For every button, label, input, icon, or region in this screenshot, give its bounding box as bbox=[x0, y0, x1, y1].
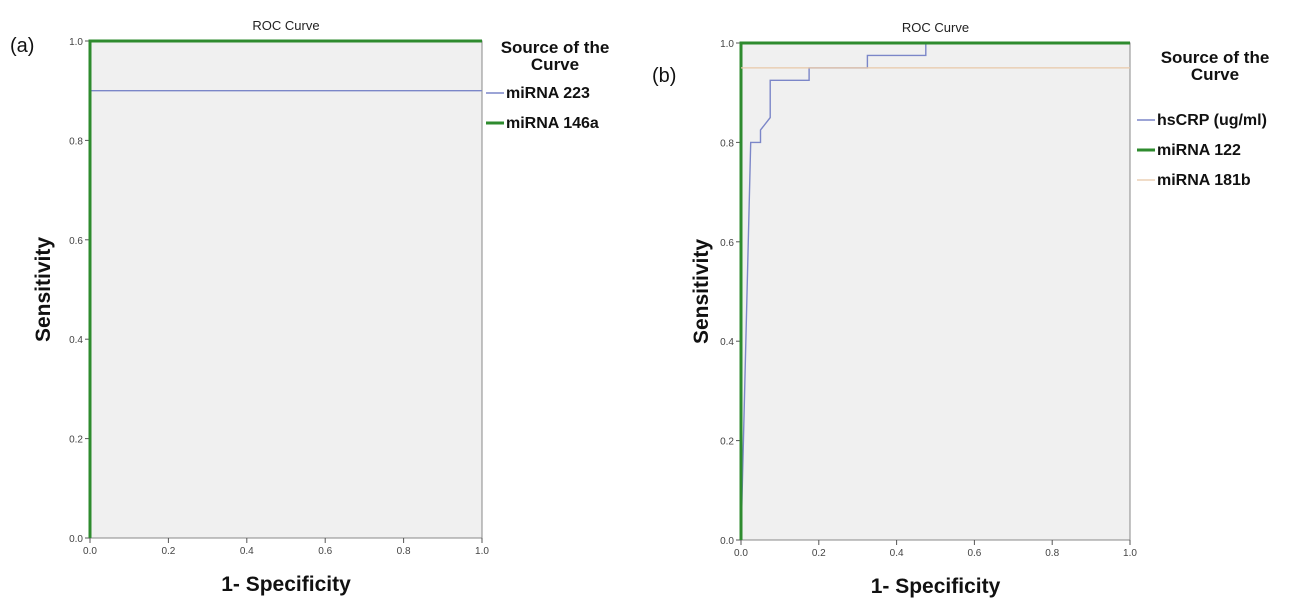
chart-panel-b: ROC Curve (b) 0.0 0.2 0.4 0.6 0.8 1.0 0.0 0.2 0.4 0… bbox=[652, 20, 1269, 598]
y-tick-label: 1.0 bbox=[69, 37, 83, 48]
legend-label: miRNA 223 bbox=[506, 85, 590, 102]
y-tick-label: 0.6 bbox=[69, 236, 83, 247]
x-tick-label: 0.2 bbox=[161, 546, 175, 557]
x-tick-label: 0.2 bbox=[812, 548, 826, 559]
y-tick-label: 0.2 bbox=[69, 435, 83, 446]
x-tick-label: 0.8 bbox=[397, 546, 411, 557]
plot-area bbox=[89, 40, 483, 539]
legend-title: Source of the Curve bbox=[1161, 48, 1270, 84]
legend-label: miRNA 122 bbox=[1157, 142, 1241, 159]
x-tick-label: 0.6 bbox=[318, 546, 332, 557]
x-tick-label: 0.4 bbox=[890, 548, 904, 559]
legend-label: hsCRP (ug/ml) bbox=[1157, 112, 1267, 129]
panel-label: (a) bbox=[10, 35, 34, 57]
y-tick-label: 0.2 bbox=[720, 437, 734, 448]
chart-title: ROC Curve bbox=[252, 18, 319, 33]
legend-title: Source of the Curve bbox=[501, 38, 610, 74]
x-tick-label: 0.0 bbox=[734, 548, 748, 559]
y-tick-label: 0.4 bbox=[69, 335, 83, 346]
legend-label: miRNA 181b bbox=[1157, 172, 1251, 189]
plot-area bbox=[740, 42, 1131, 541]
y-tick-label: 0.8 bbox=[720, 138, 734, 149]
x-tick-label: 0.6 bbox=[967, 548, 981, 559]
y-tick-label: 0.0 bbox=[69, 534, 83, 545]
series-line-hscrp-ug-ml bbox=[740, 42, 1130, 541]
x-tick-label: 0.4 bbox=[240, 546, 254, 557]
x-tick-label: 0.8 bbox=[1045, 548, 1059, 559]
y-axis-label: Sensitivity bbox=[690, 239, 713, 344]
y-tick-label: 1.0 bbox=[720, 39, 734, 50]
panel-label: (b) bbox=[652, 65, 676, 87]
y-axis-label: Sensitivity bbox=[32, 237, 55, 342]
y-tick-label: 0.8 bbox=[69, 136, 83, 147]
y-tick-label: 0.0 bbox=[720, 536, 734, 547]
series-line-mirna-146a bbox=[88, 39, 482, 538]
x-tick-label: 0.0 bbox=[83, 546, 97, 557]
x-tick-label: 1.0 bbox=[1123, 548, 1137, 559]
x-axis-label: 1- Specificity bbox=[871, 575, 1001, 598]
y-tick-label: 0.6 bbox=[720, 238, 734, 249]
series-line-mirna-122 bbox=[739, 41, 1130, 540]
legend-label: miRNA 146a bbox=[506, 115, 599, 132]
y-tick-label: 0.4 bbox=[720, 337, 734, 348]
chart-panel-a: ROC Curve (a) 0.0 0.2 0.4 0.6 0.8 1.0 0.0 0.2 0.4 0… bbox=[10, 18, 609, 596]
x-axis-label: 1- Specificity bbox=[221, 573, 351, 596]
x-tick-label: 1.0 bbox=[475, 546, 489, 557]
chart-title: ROC Curve bbox=[902, 20, 969, 35]
